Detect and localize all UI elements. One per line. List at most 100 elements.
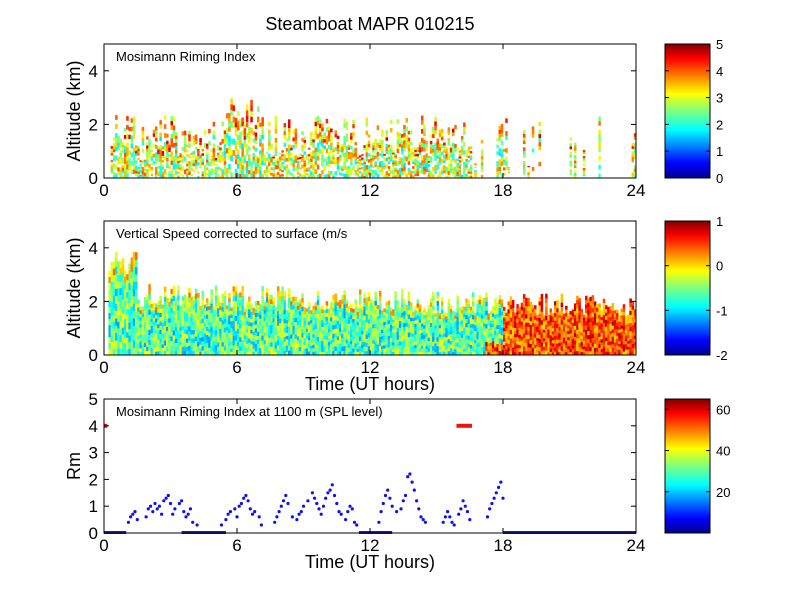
radar-cell [330,332,333,336]
radar-cell [532,134,535,138]
radar-cell [168,298,171,302]
radar-cell [532,305,535,309]
radar-cell [261,286,264,291]
radar-cell [210,168,213,172]
radar-cell [439,343,442,346]
radar-cell [228,302,231,307]
radar-cell [115,348,118,356]
radar-cell [352,329,355,333]
radar-cell [479,334,482,339]
radar-cell [259,142,262,146]
radar-cell [173,134,176,139]
radar-cell [386,147,389,151]
radar-cell [197,297,200,302]
radar-cell [629,307,632,311]
radar-cell [525,330,528,334]
radar-cell [111,275,114,282]
radar-cell [159,120,162,124]
radar-cell [164,340,167,345]
radar-cell [321,334,324,338]
radar-cell [354,299,357,303]
radar-cell [499,152,502,156]
radar-cell [494,339,497,343]
radar-cell [315,122,318,127]
radar-cell [448,138,451,142]
radar-cell [550,342,553,346]
radar-cell [292,297,295,301]
radar-cell [434,334,437,337]
radar-cell [352,124,355,128]
radar-cell [410,344,413,348]
radar-cell [328,137,331,141]
radar-cell [277,321,280,326]
radar-cell [627,338,630,341]
radar-cell [332,342,335,347]
radar-cell [377,312,380,316]
radar-cell [246,336,249,340]
radar-cell [412,315,415,318]
radar-cell [210,332,213,337]
radar-cell [204,337,207,341]
radar-cell [603,307,606,311]
radar-cell [284,143,287,147]
radar-cell [468,312,471,316]
radar-cell [120,335,123,342]
radar-cell [290,322,293,326]
radar-cell [244,322,247,326]
radar-cell [219,325,222,329]
radar-cell [151,322,154,326]
radar-cell [346,299,349,303]
radar-cell [481,159,484,162]
radar-cell [587,343,590,347]
radar-cell [230,338,233,342]
radar-cell [516,333,519,337]
radar-cell [135,282,138,290]
radar-cell [401,308,404,313]
radar-cell [543,338,546,341]
radar-cell [279,291,282,296]
radar-cell [235,335,238,340]
radar-cell [390,331,393,335]
radar-cell [221,294,224,299]
radar-cell [217,338,220,343]
radar-cell [383,335,386,339]
radar-cell [612,314,615,318]
colorbar-tick-label: 5 [716,37,723,52]
radar-cell [587,347,590,351]
radar-cell [304,338,307,342]
radar-cell [257,316,260,320]
radar-cell [244,332,247,336]
radar-cell [368,144,371,147]
radar-cell [589,318,592,322]
radar-cell [523,171,526,175]
radar-cell [521,344,524,348]
radar-cell [585,313,588,318]
radar-cell [253,171,256,175]
radar-cell [126,343,129,349]
radar-cell [137,303,140,307]
radar-cell [574,307,577,311]
radar-cell [541,303,544,308]
radar-cell [259,166,262,170]
radar-cell [620,335,623,339]
radar-cell [352,312,355,316]
radar-cell [552,337,555,340]
radar-cell [570,152,573,155]
radar-cell [162,312,165,316]
radar-cell [581,322,584,326]
radar-cell [255,324,258,328]
radar-cell [137,158,140,161]
radar-cell [255,309,258,313]
radar-cell [142,171,145,175]
radar-cell [175,335,178,339]
radar-cell [215,160,218,162]
radar-cell [474,325,477,328]
radar-cell [516,322,519,326]
radar-cell [485,346,488,351]
radar-cell [550,308,553,312]
radar-cell [272,169,275,171]
radar-cell [408,341,411,346]
radar-cell [523,151,526,155]
radar-cell [241,296,244,301]
radar-cell [120,156,123,159]
